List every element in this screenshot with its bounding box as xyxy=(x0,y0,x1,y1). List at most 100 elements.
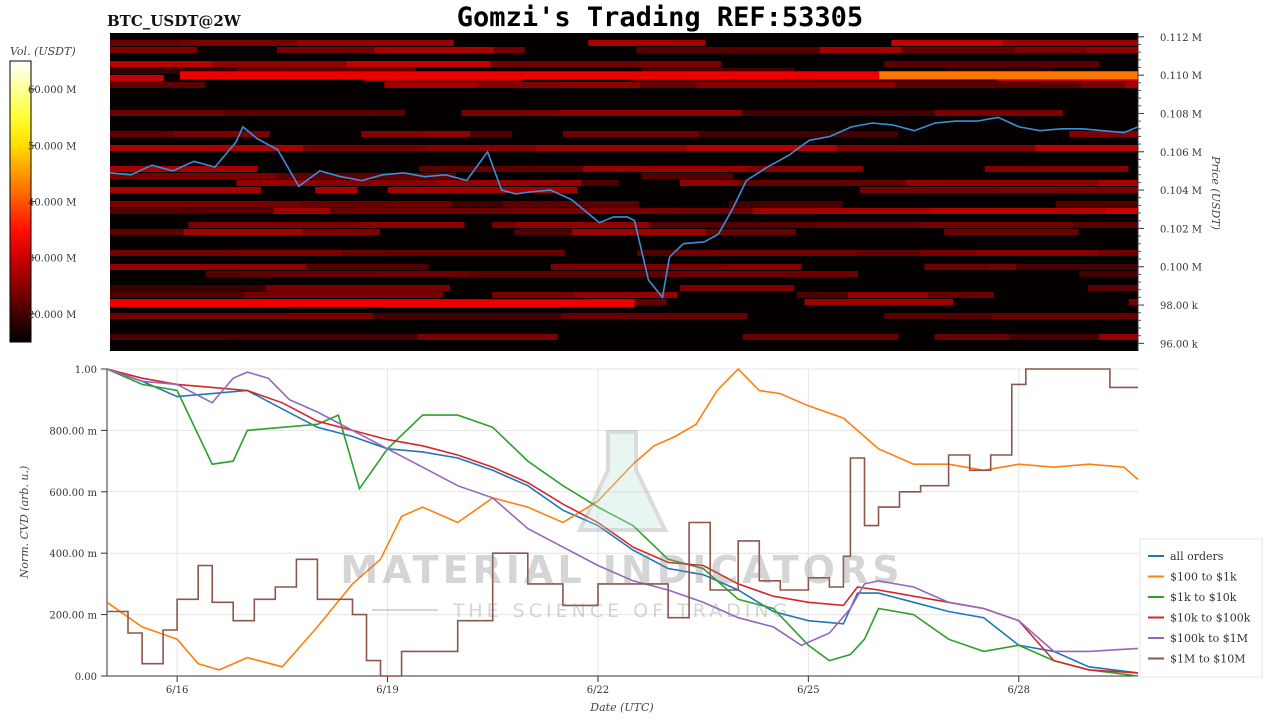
heatmap-band xyxy=(471,271,662,277)
heatmap-band xyxy=(110,75,164,81)
cvd-tick-label: 1.00 xyxy=(75,365,97,376)
heatmap-band xyxy=(419,166,583,172)
watermark-tagline: THE SCIENCE OF TRADING xyxy=(452,600,792,622)
heatmap-band xyxy=(380,110,405,116)
heatmap-band xyxy=(973,250,1099,256)
heatmap-band xyxy=(1003,40,1138,46)
heatmap-band xyxy=(461,110,524,116)
heatmap-band xyxy=(230,334,418,340)
heatmap-band xyxy=(492,292,575,298)
heatmap-band xyxy=(426,145,536,151)
heatmap-band xyxy=(728,201,761,207)
heatmap-band xyxy=(330,208,357,214)
date-tick-label: 6/19 xyxy=(376,685,398,696)
heatmap-band xyxy=(373,271,472,277)
heatmap-band xyxy=(739,180,907,186)
date-tick-label: 6/25 xyxy=(797,685,819,696)
heatmap-band xyxy=(804,299,954,305)
heatmap-band xyxy=(516,222,650,228)
heatmap-band xyxy=(920,250,974,256)
legend-label: $100k to $1M xyxy=(1170,632,1248,645)
heatmap-band xyxy=(315,187,358,193)
heatmap-band xyxy=(316,180,435,186)
heatmap-band xyxy=(110,313,289,319)
heatmap-band xyxy=(625,299,667,305)
heatmap-band xyxy=(992,187,1138,193)
heatmap-band xyxy=(110,285,267,291)
heatmap-band xyxy=(417,334,558,340)
heatmap-band xyxy=(206,271,240,277)
heatmap-band xyxy=(110,201,304,207)
heatmap-bands xyxy=(110,40,1138,340)
heatmap-band xyxy=(574,292,678,298)
heatmap-band xyxy=(1098,180,1138,186)
heatmap-band xyxy=(110,145,304,151)
heatmap-band xyxy=(110,229,184,235)
cvd-tick-label: 400.00 m xyxy=(49,549,97,560)
heatmap-band xyxy=(110,292,244,298)
colorbar-tick-label: 40.000 M xyxy=(28,198,76,209)
cvd-axis-label: Norm. CVD (arb. u.) xyxy=(18,466,31,580)
heatmap-band xyxy=(679,180,740,186)
heatmap-band xyxy=(182,40,298,46)
colorbar-tick-label: 50.000 M xyxy=(28,141,76,152)
heatmap-band xyxy=(1087,285,1138,291)
heatmap-band xyxy=(302,229,380,235)
heatmap-band xyxy=(346,61,491,67)
heatmap-band xyxy=(288,313,373,319)
heatmap-band xyxy=(918,222,1074,228)
heatmap-band xyxy=(173,131,270,137)
heatmap-band xyxy=(183,229,303,235)
heatmap-band xyxy=(273,208,331,214)
heatmap-band xyxy=(796,292,848,298)
heatmap-band xyxy=(303,145,427,151)
symbol-label: BTC_USDT@2W xyxy=(107,12,242,30)
heatmap-band xyxy=(360,222,465,228)
heatmap-band xyxy=(884,61,1052,67)
heatmap-band xyxy=(935,180,1099,186)
heatmap-band xyxy=(303,201,452,207)
legend-box xyxy=(1139,538,1263,678)
heatmap-band xyxy=(859,187,993,193)
legend-label: $1M to $10M xyxy=(1170,653,1246,666)
heatmap-band xyxy=(678,208,753,214)
date-tick-label: 6/28 xyxy=(1008,685,1030,696)
heatmap-band xyxy=(1104,208,1138,214)
heatmap-band xyxy=(110,47,198,53)
colorbar-tick-label: 30.000 M xyxy=(28,254,76,265)
heatmap-band xyxy=(760,201,843,207)
heatmap-band xyxy=(236,180,317,186)
heatmap-band xyxy=(934,110,1063,116)
price-tick-label: 0.100 M xyxy=(1160,263,1202,274)
heatmap-band xyxy=(847,292,929,298)
cvd-series-100-to-1k xyxy=(106,367,1139,671)
legend-label: $100 to $1k xyxy=(1170,571,1237,584)
heatmap-band xyxy=(110,250,235,256)
heatmap-band xyxy=(884,313,991,319)
price-axis: 0.112 M 0.110 M 0.108 M 0.106 M 0.104 M 0.102… xyxy=(1137,33,1202,351)
price-tick-label: 0.102 M xyxy=(1160,224,1202,235)
heatmap-band xyxy=(636,47,821,53)
heatmap-band xyxy=(1123,250,1138,256)
heatmap-band xyxy=(987,264,1017,270)
colorbar-label: Vol. (USDT) xyxy=(10,45,76,58)
heatmap-band xyxy=(928,292,972,298)
heatmap-band xyxy=(984,166,1129,172)
legend-label: all orders xyxy=(1170,550,1224,563)
heatmap-band xyxy=(680,285,795,291)
heatmap-band xyxy=(1080,82,1126,88)
heatmap-band xyxy=(490,61,639,67)
cvd-plot-area xyxy=(107,369,1138,676)
heatmap-band xyxy=(188,222,361,228)
heatmap-band xyxy=(1085,47,1138,53)
heatmap-band xyxy=(557,110,743,116)
cvd-series-1m-to-10m xyxy=(107,368,1138,677)
heatmap-band xyxy=(1098,250,1124,256)
heatmap-band xyxy=(1014,47,1086,53)
heatmap-band xyxy=(110,131,174,137)
heatmap-band xyxy=(523,110,558,116)
heatmap-band xyxy=(588,40,676,46)
heatmap-band xyxy=(387,187,578,193)
heatmap-band xyxy=(1125,82,1138,88)
heatmap-band xyxy=(110,110,224,116)
